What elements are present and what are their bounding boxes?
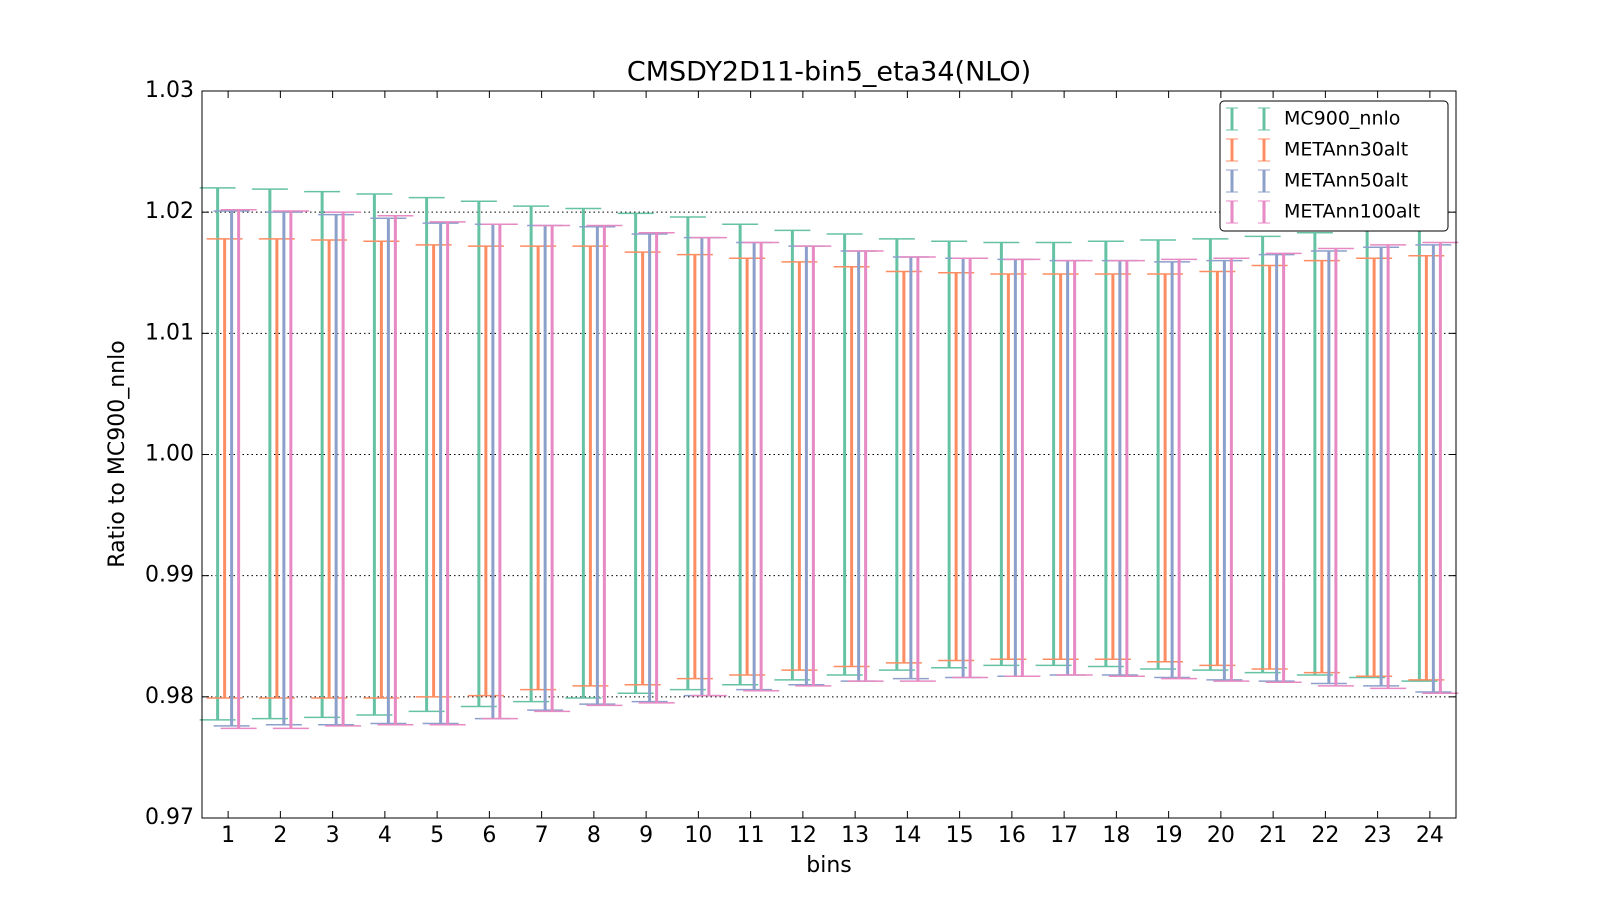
y-tick-label: 0.99 [145, 563, 194, 588]
x-tick-label: 16 [998, 823, 1026, 848]
x-tick-label: 22 [1311, 823, 1339, 848]
legend-box [1219, 100, 1449, 232]
x-tick-label: 20 [1207, 823, 1235, 848]
x-tick-label: 19 [1155, 823, 1183, 848]
x-tick-label: 5 [430, 823, 444, 848]
y-tick-label: 1.02 [145, 199, 194, 224]
x-tick-label: 17 [1050, 823, 1078, 848]
x-tick-label: 12 [789, 823, 817, 848]
x-tick-label: 24 [1416, 823, 1444, 848]
y-axis-label: Ratio to MC900_nnlo [105, 340, 130, 567]
x-tick-label: 18 [1102, 823, 1130, 848]
x-tick-label: 8 [587, 823, 601, 848]
chart-title: CMSDY2D11-bin5_eta34(NLO) [627, 57, 1031, 88]
x-axis-label: bins [806, 853, 851, 878]
x-tick-label: 6 [482, 823, 496, 848]
plot-frame [201, 90, 1457, 819]
y-tick-label: 0.97 [145, 805, 194, 830]
x-tick-label: 2 [273, 823, 287, 848]
legend-label: METAnn30alt [1284, 139, 1408, 161]
legend-label: MC900_nnlo [1284, 108, 1400, 130]
legend: MC900_nnlo METAnn30alt METAnn50alt METAnn10… [1219, 100, 1449, 232]
x-tick-label: 21 [1259, 823, 1287, 848]
x-tick-label: 7 [535, 823, 549, 848]
y-tick-label: 1.01 [145, 320, 194, 345]
y-tick-label: 1.03 [145, 78, 194, 103]
x-tick-label: 15 [946, 823, 974, 848]
x-tick-label: 3 [326, 823, 340, 848]
y-tick-label: 0.98 [145, 684, 194, 709]
y-tick-label: 1.00 [145, 442, 194, 467]
x-tick-label: 1 [221, 823, 235, 848]
x-tick-label: 4 [378, 823, 392, 848]
legend-label: METAnn50alt [1284, 170, 1408, 192]
x-tick-label: 11 [737, 823, 765, 848]
x-tick-label: 23 [1364, 823, 1392, 848]
x-tick-label: 9 [639, 823, 653, 848]
x-tick-label: 14 [893, 823, 921, 848]
x-tick-label: 13 [841, 823, 869, 848]
x-tick-label: 10 [684, 823, 712, 848]
legend-label: METAnn100alt [1284, 201, 1420, 223]
